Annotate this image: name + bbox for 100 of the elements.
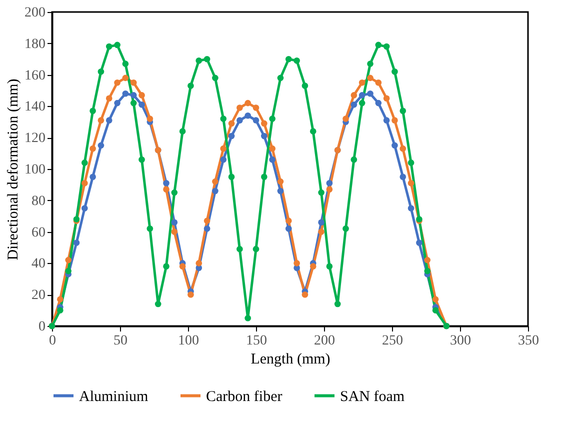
point bbox=[220, 116, 227, 122]
point bbox=[383, 117, 390, 124]
point bbox=[130, 100, 137, 106]
point bbox=[122, 90, 129, 97]
point bbox=[212, 74, 218, 82]
point bbox=[163, 263, 170, 270]
point bbox=[285, 226, 292, 232]
point bbox=[350, 92, 358, 98]
point bbox=[424, 256, 431, 264]
point bbox=[326, 263, 333, 270]
point bbox=[122, 60, 129, 67]
point bbox=[358, 92, 366, 98]
point bbox=[98, 68, 104, 75]
point bbox=[122, 74, 129, 82]
point bbox=[65, 268, 72, 274]
point bbox=[188, 291, 194, 298]
point bbox=[432, 296, 439, 302]
x-tick-label: 0 bbox=[49, 334, 56, 348]
point bbox=[57, 307, 64, 314]
point bbox=[392, 142, 398, 149]
point bbox=[138, 92, 145, 98]
point bbox=[138, 101, 145, 108]
point bbox=[146, 116, 154, 122]
x-tick-label: 200 bbox=[314, 334, 335, 348]
point bbox=[146, 226, 154, 232]
point bbox=[318, 228, 324, 235]
point bbox=[269, 145, 276, 152]
x-tick-label: 50 bbox=[114, 334, 128, 348]
point bbox=[302, 82, 308, 89]
point bbox=[383, 43, 390, 50]
point bbox=[400, 174, 406, 180]
point bbox=[236, 104, 243, 111]
x-tick-label: 300 bbox=[450, 334, 471, 348]
point bbox=[188, 82, 194, 89]
point bbox=[285, 56, 292, 62]
point bbox=[163, 180, 170, 186]
point bbox=[130, 79, 137, 86]
point bbox=[114, 100, 120, 106]
y-tick-label: 20 bbox=[32, 288, 46, 304]
point bbox=[416, 240, 422, 246]
point bbox=[358, 79, 366, 86]
x-tick-label: 100 bbox=[178, 334, 199, 348]
point bbox=[400, 145, 406, 152]
point bbox=[81, 180, 88, 186]
point bbox=[228, 132, 235, 140]
point bbox=[179, 128, 186, 134]
legend-label: Aluminium bbox=[79, 388, 148, 405]
point bbox=[130, 92, 137, 98]
point bbox=[220, 145, 227, 152]
point bbox=[432, 307, 439, 314]
y-axis-title: Directional deformation (mm) bbox=[6, 78, 22, 260]
point bbox=[244, 112, 251, 119]
point bbox=[65, 256, 72, 264]
point bbox=[212, 178, 218, 185]
point bbox=[367, 74, 374, 82]
point bbox=[358, 100, 366, 106]
point bbox=[261, 132, 268, 140]
point bbox=[90, 174, 96, 180]
point bbox=[196, 58, 202, 64]
point bbox=[285, 218, 292, 224]
point bbox=[408, 180, 414, 186]
point bbox=[342, 116, 349, 122]
point bbox=[81, 160, 88, 166]
point bbox=[57, 296, 64, 302]
y-tick-label: 0 bbox=[38, 320, 46, 334]
point bbox=[236, 246, 243, 252]
point bbox=[252, 246, 260, 252]
point bbox=[392, 117, 398, 124]
point bbox=[277, 188, 284, 194]
point bbox=[294, 260, 300, 266]
point bbox=[375, 42, 382, 48]
point bbox=[310, 128, 316, 134]
point bbox=[114, 42, 120, 48]
point bbox=[106, 95, 112, 102]
point bbox=[171, 189, 178, 196]
y-tick-label: 140 bbox=[24, 100, 46, 115]
point bbox=[252, 117, 260, 124]
point bbox=[236, 117, 243, 124]
point bbox=[106, 43, 112, 50]
point bbox=[392, 68, 398, 75]
point bbox=[408, 160, 414, 166]
y-tick-label: 160 bbox=[24, 68, 46, 84]
x-axis-title: Length (mm) bbox=[250, 352, 330, 368]
y-tick-label: 180 bbox=[24, 36, 46, 52]
point bbox=[350, 156, 358, 163]
point bbox=[375, 79, 382, 86]
point bbox=[367, 60, 374, 67]
point bbox=[98, 142, 104, 149]
point bbox=[367, 90, 374, 97]
point bbox=[204, 226, 210, 232]
point bbox=[400, 108, 406, 114]
y-tick-label: 100 bbox=[24, 162, 46, 178]
point bbox=[106, 117, 112, 124]
point bbox=[228, 174, 235, 180]
point bbox=[318, 219, 324, 226]
point bbox=[269, 156, 276, 163]
point bbox=[244, 314, 251, 322]
x-tick-label: 150 bbox=[246, 334, 267, 348]
point bbox=[334, 300, 341, 308]
point bbox=[326, 186, 333, 193]
